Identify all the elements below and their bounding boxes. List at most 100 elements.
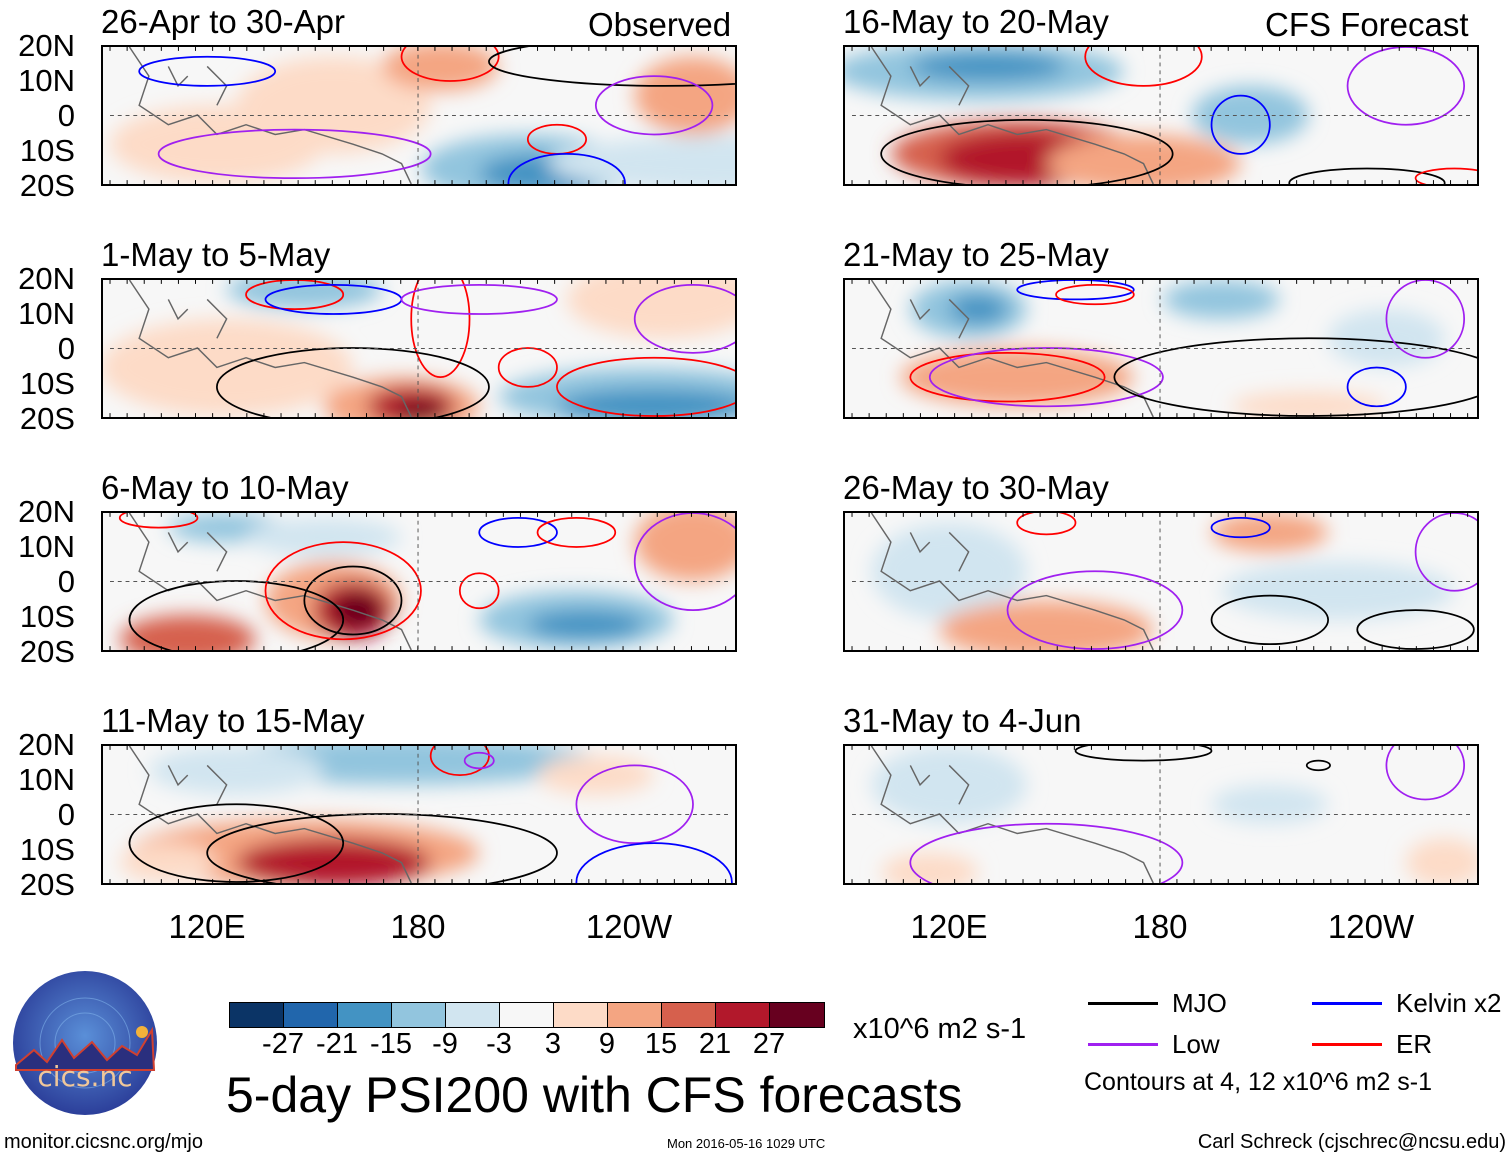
colorbar-swatch [608, 1003, 662, 1027]
panel-title: 16-May to 20-May [843, 3, 1109, 40]
footer-timestamp: Mon 2016-05-16 1029 UTC [667, 1136, 826, 1151]
lon-label: 120W [1327, 908, 1415, 945]
footer-url[interactable]: monitor.cicsnc.org/mjo [4, 1131, 203, 1153]
contour-line [1016, 280, 1135, 301]
colorbar-label: -21 [316, 1028, 358, 1060]
map-panel [843, 744, 1479, 885]
legend-label: MJO [1172, 988, 1227, 1018]
contour-line [1346, 47, 1466, 126]
lat-label: 20N [18, 28, 75, 63]
anomaly-region [547, 134, 735, 184]
contour-line [575, 764, 694, 845]
contour-line [128, 580, 345, 650]
map-panel [101, 744, 737, 885]
colorbar-swatch [554, 1003, 608, 1027]
contour-line [1055, 283, 1135, 306]
legend-mjo: MJO [1088, 988, 1227, 1019]
anomaly-region [1328, 309, 1445, 368]
legend-label: ER [1396, 1029, 1433, 1059]
mjo-line-swatch [1088, 1002, 1158, 1005]
anomaly-region [939, 600, 1154, 650]
cfs-forecast-label: CFS Forecast [1265, 6, 1469, 43]
anomaly-region [119, 615, 256, 650]
lat-label: 20S [19, 867, 75, 902]
colorbar-label: -27 [262, 1028, 304, 1060]
contour-line [458, 572, 500, 610]
contour-line [1210, 516, 1271, 539]
contour-line [206, 813, 558, 883]
contour-line [1414, 513, 1477, 592]
colorbar-label: -3 [486, 1028, 512, 1060]
contour-line [497, 347, 558, 388]
contour-line [1385, 280, 1466, 359]
anomaly-region [246, 517, 402, 557]
anomaly-region [634, 56, 735, 135]
colorbar-label: 3 [544, 1028, 562, 1060]
colorbar [229, 1002, 825, 1028]
contour-line [1288, 167, 1446, 184]
contour-line [575, 842, 733, 883]
contour-line [245, 280, 345, 311]
lon-label: 120W [585, 908, 673, 945]
anomaly-region [333, 592, 383, 628]
map-panel [101, 511, 737, 652]
panel-title: 21-May to 25-May [843, 236, 1109, 273]
panel-title: 11-May to 15-May [101, 702, 365, 739]
coastline [128, 746, 412, 883]
lat-label: 10S [19, 599, 75, 634]
map-panel [843, 278, 1479, 419]
anomaly-region [566, 280, 735, 339]
map-panel [101, 278, 737, 419]
legend-kelvin: Kelvin x2 [1312, 988, 1502, 1019]
contour-line [118, 513, 199, 529]
legend-label: Low [1172, 1029, 1220, 1059]
lat-label: 0 [57, 331, 75, 366]
anomaly-region [1046, 134, 1241, 184]
colorbar-label: 27 [752, 1028, 786, 1060]
contour-line [463, 751, 495, 770]
panel-title: 31-May to 4-Jun [843, 702, 1082, 739]
panel-title: 26-May to 30-May [843, 469, 1109, 506]
contour-line [1356, 609, 1475, 650]
contour-line [909, 351, 1106, 403]
colorbar-swatch [662, 1003, 716, 1027]
lat-label: 10N [18, 296, 75, 331]
contour-line [594, 75, 714, 136]
lon-label: 120E [910, 908, 988, 945]
contour-line [880, 119, 1174, 184]
svg-text:cics.nc: cics.nc [37, 1060, 132, 1093]
coastline [128, 280, 412, 417]
lat-label: 0 [57, 797, 75, 832]
colorbar-swatch [770, 1003, 824, 1027]
anomaly-region [1211, 513, 1329, 552]
er-line-swatch [1312, 1043, 1382, 1046]
figure-title: 5-day PSI200 with CFS forecasts [226, 1067, 963, 1123]
anomaly-region [1230, 391, 1387, 417]
colorbar-label: 9 [598, 1028, 616, 1060]
lat-label: 10S [19, 133, 75, 168]
colorbar-label: -15 [370, 1028, 412, 1060]
colorbar-units: x10^6 m2 s-1 [853, 1013, 1027, 1045]
legend-er: ER [1312, 1029, 1432, 1060]
map-panel [843, 45, 1479, 186]
contour-line [1210, 94, 1271, 155]
contour-line [1074, 746, 1213, 762]
colorbar-swatch [716, 1003, 770, 1027]
lat-label: 0 [57, 564, 75, 599]
map-panel [843, 511, 1479, 652]
legend-low: Low [1088, 1029, 1220, 1060]
colorbar-swatch [500, 1003, 554, 1027]
lon-label: 180 [390, 908, 446, 945]
contour-line [633, 513, 735, 612]
colorbar-label: -9 [432, 1028, 458, 1060]
map-panel [101, 45, 737, 186]
anomaly-region [557, 388, 735, 417]
anomaly-region [1162, 280, 1280, 319]
contour-line [1006, 570, 1184, 650]
lat-label: 20N [18, 494, 75, 529]
colorbar-swatch [338, 1003, 392, 1027]
contour-line [1385, 746, 1466, 801]
contour-line [478, 516, 558, 548]
contour-line [400, 283, 558, 315]
lat-label: 20S [19, 168, 75, 203]
